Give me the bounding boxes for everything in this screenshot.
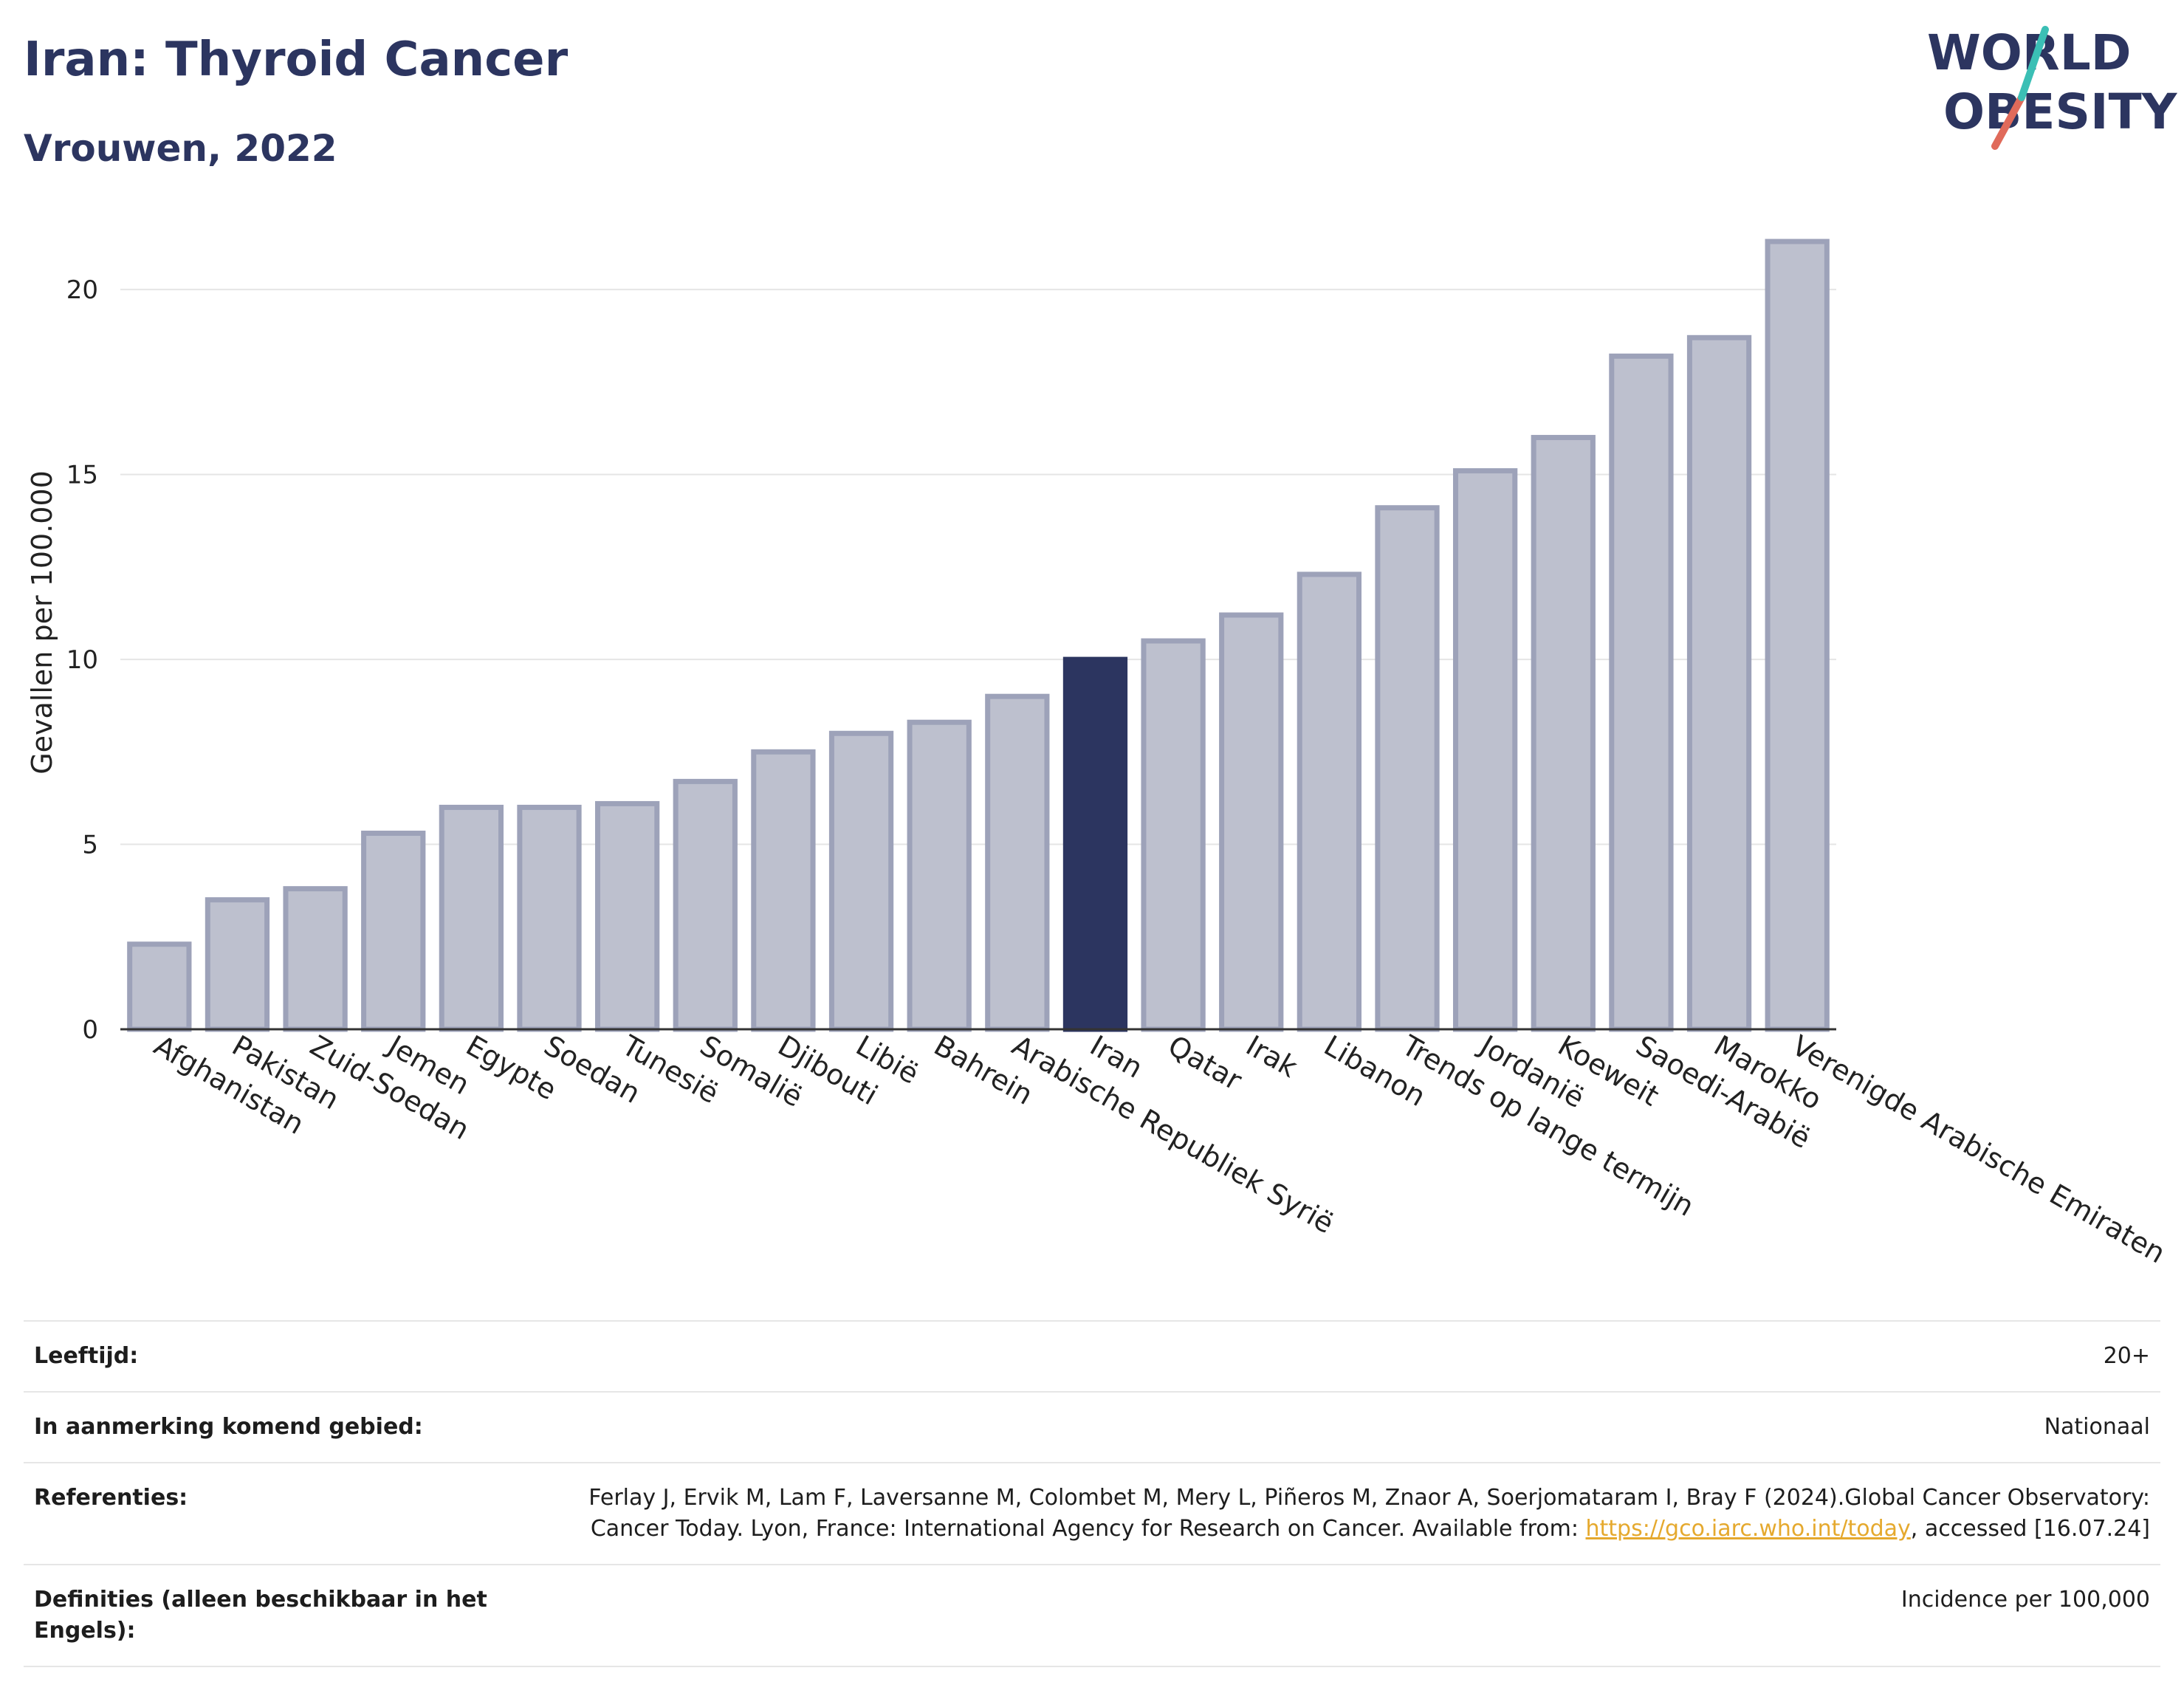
bar-highlighted <box>1062 656 1128 1032</box>
logo-slash-teal <box>2018 26 2049 101</box>
info-label: Definities (alleen beschikbaar in het En… <box>34 1587 487 1644</box>
reference-link[interactable]: https://gco.iarc.who.int/today <box>1585 1516 1911 1542</box>
reference-text: Ferlay J, Ervik M, Lam F, Laversanne M, … <box>588 1485 2150 1542</box>
bar <box>1531 435 1596 1032</box>
logo-slash-red <box>1991 94 2025 150</box>
info-row-definitions: Definities (alleen beschikbaar in het En… <box>24 1564 2160 1667</box>
bar <box>673 778 738 1032</box>
x-tick-label: Irak <box>1240 1029 1302 1084</box>
bar <box>1609 353 1674 1032</box>
bar <box>828 730 894 1032</box>
page-subtitle: Vrouwen, 2022 <box>24 127 337 170</box>
info-value: Incidence per 100,000 <box>1900 1587 2150 1613</box>
y-tick-label: 0 <box>82 1015 98 1045</box>
bar <box>751 749 816 1032</box>
info-row-references: Referenties: Ferlay J, Ervik M, Lam F, L… <box>24 1462 2160 1564</box>
bar <box>1297 571 1362 1032</box>
y-tick-label: 10 <box>66 645 98 675</box>
y-tick-label: 20 <box>66 275 98 305</box>
bar <box>907 719 972 1032</box>
bar <box>517 804 582 1032</box>
bar <box>1452 468 1518 1032</box>
bar <box>1141 638 1206 1032</box>
info-row-area: In aanmerking komend gebied: Nationaal <box>24 1391 2160 1462</box>
bar <box>1686 334 1752 1032</box>
page-title: Iran: Thyroid Cancer <box>24 32 569 87</box>
x-tick-label: Verenigde Arabische Emiraten <box>1787 1029 2171 1270</box>
x-tick-label: Egypte <box>461 1029 562 1107</box>
bar <box>985 693 1050 1032</box>
bar <box>439 804 504 1032</box>
bar <box>205 897 270 1032</box>
info-label: In aanmerking komend gebied: <box>34 1414 423 1440</box>
y-tick-label: 5 <box>82 831 98 860</box>
y-axis-label: Gevallen per 100.000 <box>26 470 58 775</box>
bar <box>1219 612 1284 1032</box>
info-label: Leeftijd: <box>34 1343 139 1369</box>
y-tick-label: 15 <box>66 461 98 490</box>
info-table: Leeftijd: 20+ In aanmerking komend gebie… <box>24 1320 2160 1667</box>
info-value: Ferlay J, Ervik M, Lam F, Laversanne M, … <box>526 1483 2150 1545</box>
world-obesity-logo[interactable]: WORLD OBESITY <box>1927 21 2178 154</box>
info-value: 20+ <box>2103 1343 2150 1369</box>
bar <box>1375 505 1440 1032</box>
bar <box>127 941 192 1032</box>
reference-accessed: , accessed [16.07.24] <box>1910 1516 2150 1542</box>
info-row-age: Leeftijd: 20+ <box>24 1320 2160 1391</box>
info-value: Nationaal <box>2044 1414 2150 1440</box>
bar <box>594 800 660 1032</box>
bar <box>361 831 426 1032</box>
x-tick-label: Qatar <box>1163 1029 1248 1097</box>
bar <box>1765 238 1830 1032</box>
bar <box>283 886 348 1032</box>
logo-text-obesity: OBESITY <box>1943 83 2178 140</box>
bar-chart: 0 5 10 15 20 Gevallen per 100.000 Afghanistan P… <box>26 238 2171 1270</box>
info-label: Referenties: <box>34 1485 188 1511</box>
